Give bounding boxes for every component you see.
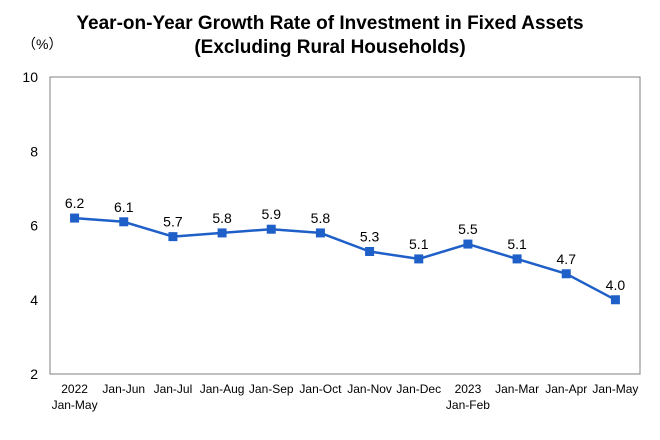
data-point-marker xyxy=(266,224,276,234)
data-label: 5.1 xyxy=(507,236,527,252)
plot-area-border xyxy=(49,76,641,375)
data-label: 5.7 xyxy=(163,214,183,230)
y-tick-label: 4 xyxy=(30,292,38,308)
y-tick-label: 6 xyxy=(30,218,38,234)
x-category-label: 2023 xyxy=(455,382,482,396)
x-category-label: Jan-May xyxy=(52,398,98,412)
data-point-marker xyxy=(561,269,571,279)
x-category-label: Jan-Nov xyxy=(347,382,392,396)
x-category-label: Jan-Feb xyxy=(446,398,490,412)
data-label: 5.8 xyxy=(311,210,331,226)
data-label: 5.1 xyxy=(409,236,429,252)
data-label: 4.7 xyxy=(557,251,577,267)
data-point-marker xyxy=(70,213,80,223)
data-label: 6.1 xyxy=(114,199,134,215)
data-point-marker xyxy=(512,254,522,264)
data-label: 4.0 xyxy=(606,277,626,293)
y-tick-label: 10 xyxy=(22,69,38,85)
data-point-marker xyxy=(315,228,325,238)
x-category-label: Jan-Dec xyxy=(396,382,441,396)
x-category-label: 2022 xyxy=(61,382,88,396)
data-point-marker xyxy=(365,246,375,256)
x-category-label: Jan-Mar xyxy=(495,382,539,396)
data-point-marker xyxy=(610,295,620,305)
x-category-label: Jan-Aug xyxy=(200,382,245,396)
x-category-label: Jan-Sep xyxy=(249,382,294,396)
data-label: 5.9 xyxy=(262,206,282,222)
data-label: 5.3 xyxy=(360,228,380,244)
y-tick-label: 8 xyxy=(30,143,38,159)
data-label: 5.8 xyxy=(212,210,232,226)
data-point-marker xyxy=(463,239,473,249)
chart-title-line2: (Excluding Rural Households) xyxy=(194,37,466,58)
x-category-label: Jan-Jun xyxy=(102,382,145,396)
x-category-label: Jan-May xyxy=(592,382,638,396)
series-line xyxy=(74,216,616,301)
data-point-marker xyxy=(168,232,178,242)
y-axis-unit-label: （%） xyxy=(22,36,63,52)
data-point-marker xyxy=(414,254,424,264)
data-label: 6.2 xyxy=(65,195,85,211)
data-point-marker xyxy=(119,217,129,227)
y-tick-label: 2 xyxy=(30,366,38,382)
x-category-label: Jan-Apr xyxy=(545,382,587,396)
data-point-marker xyxy=(217,228,227,238)
x-category-label: Jan-Jul xyxy=(154,382,193,396)
x-category-label: Jan-Oct xyxy=(299,382,342,396)
chart-title-line1: Year-on-Year Growth Rate of Investment i… xyxy=(76,13,584,34)
data-label: 5.5 xyxy=(458,221,478,237)
